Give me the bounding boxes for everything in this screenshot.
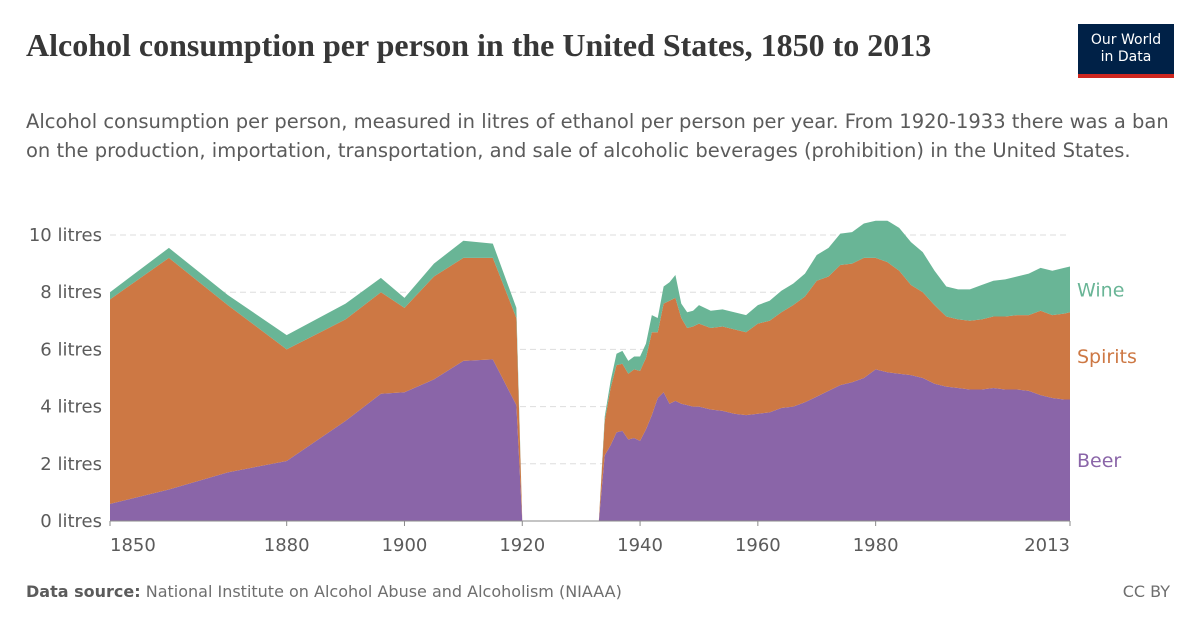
y-tick-label: 4 litres [40, 397, 102, 418]
x-tick-label: 1940 [617, 535, 663, 556]
series-label-wine: Wine [1077, 279, 1124, 301]
series-label-spirits: Spirits [1077, 346, 1137, 368]
data-source: Data source: National Institute on Alcoh… [26, 582, 622, 601]
chart-title: Alcohol consumption per person in the Un… [26, 27, 932, 63]
owid-logo[interactable]: Our World in Data [1078, 24, 1174, 78]
x-tick-label: 1960 [735, 535, 781, 556]
logo-line-1: Our World [1090, 32, 1162, 48]
chart-subtitle: Alcohol consumption per person, measured… [26, 110, 1169, 162]
y-tick-label: 8 litres [40, 282, 102, 303]
x-tick-label: 1880 [264, 535, 310, 556]
axes: 0 litres 2 litres 4 litres 6 litres 8 litres… [29, 225, 1071, 556]
area-beer[interactable] [110, 359, 1070, 521]
area-spirits[interactable] [110, 257, 1070, 521]
x-tick-label: 1980 [853, 535, 899, 556]
stacked-area-chart: 0 litres 2 litres 4 litres 6 litres 8 litres… [29, 220, 1137, 556]
license-link[interactable]: CC BY [1122, 582, 1170, 601]
data-source-label: Data source: [26, 582, 141, 601]
x-tick-label: 1920 [499, 535, 545, 556]
y-tick-label: 2 litres [40, 454, 102, 475]
data-source-text: National Institute on Alcohol Abuse and … [145, 582, 622, 601]
x-tick-label: 2013 [1024, 535, 1070, 556]
y-tick-label: 10 litres [29, 225, 102, 246]
y-tick-label: 0 litres [40, 511, 102, 532]
x-tick-label: 1850 [110, 535, 156, 556]
series-labels: Beer Spirits Wine [1077, 279, 1137, 472]
series-label-beer: Beer [1077, 450, 1121, 472]
y-tick-label: 6 litres [40, 339, 102, 360]
area-series [110, 220, 1070, 521]
logo-line-2: in Data [1100, 49, 1152, 65]
x-tick-label: 1900 [382, 535, 428, 556]
